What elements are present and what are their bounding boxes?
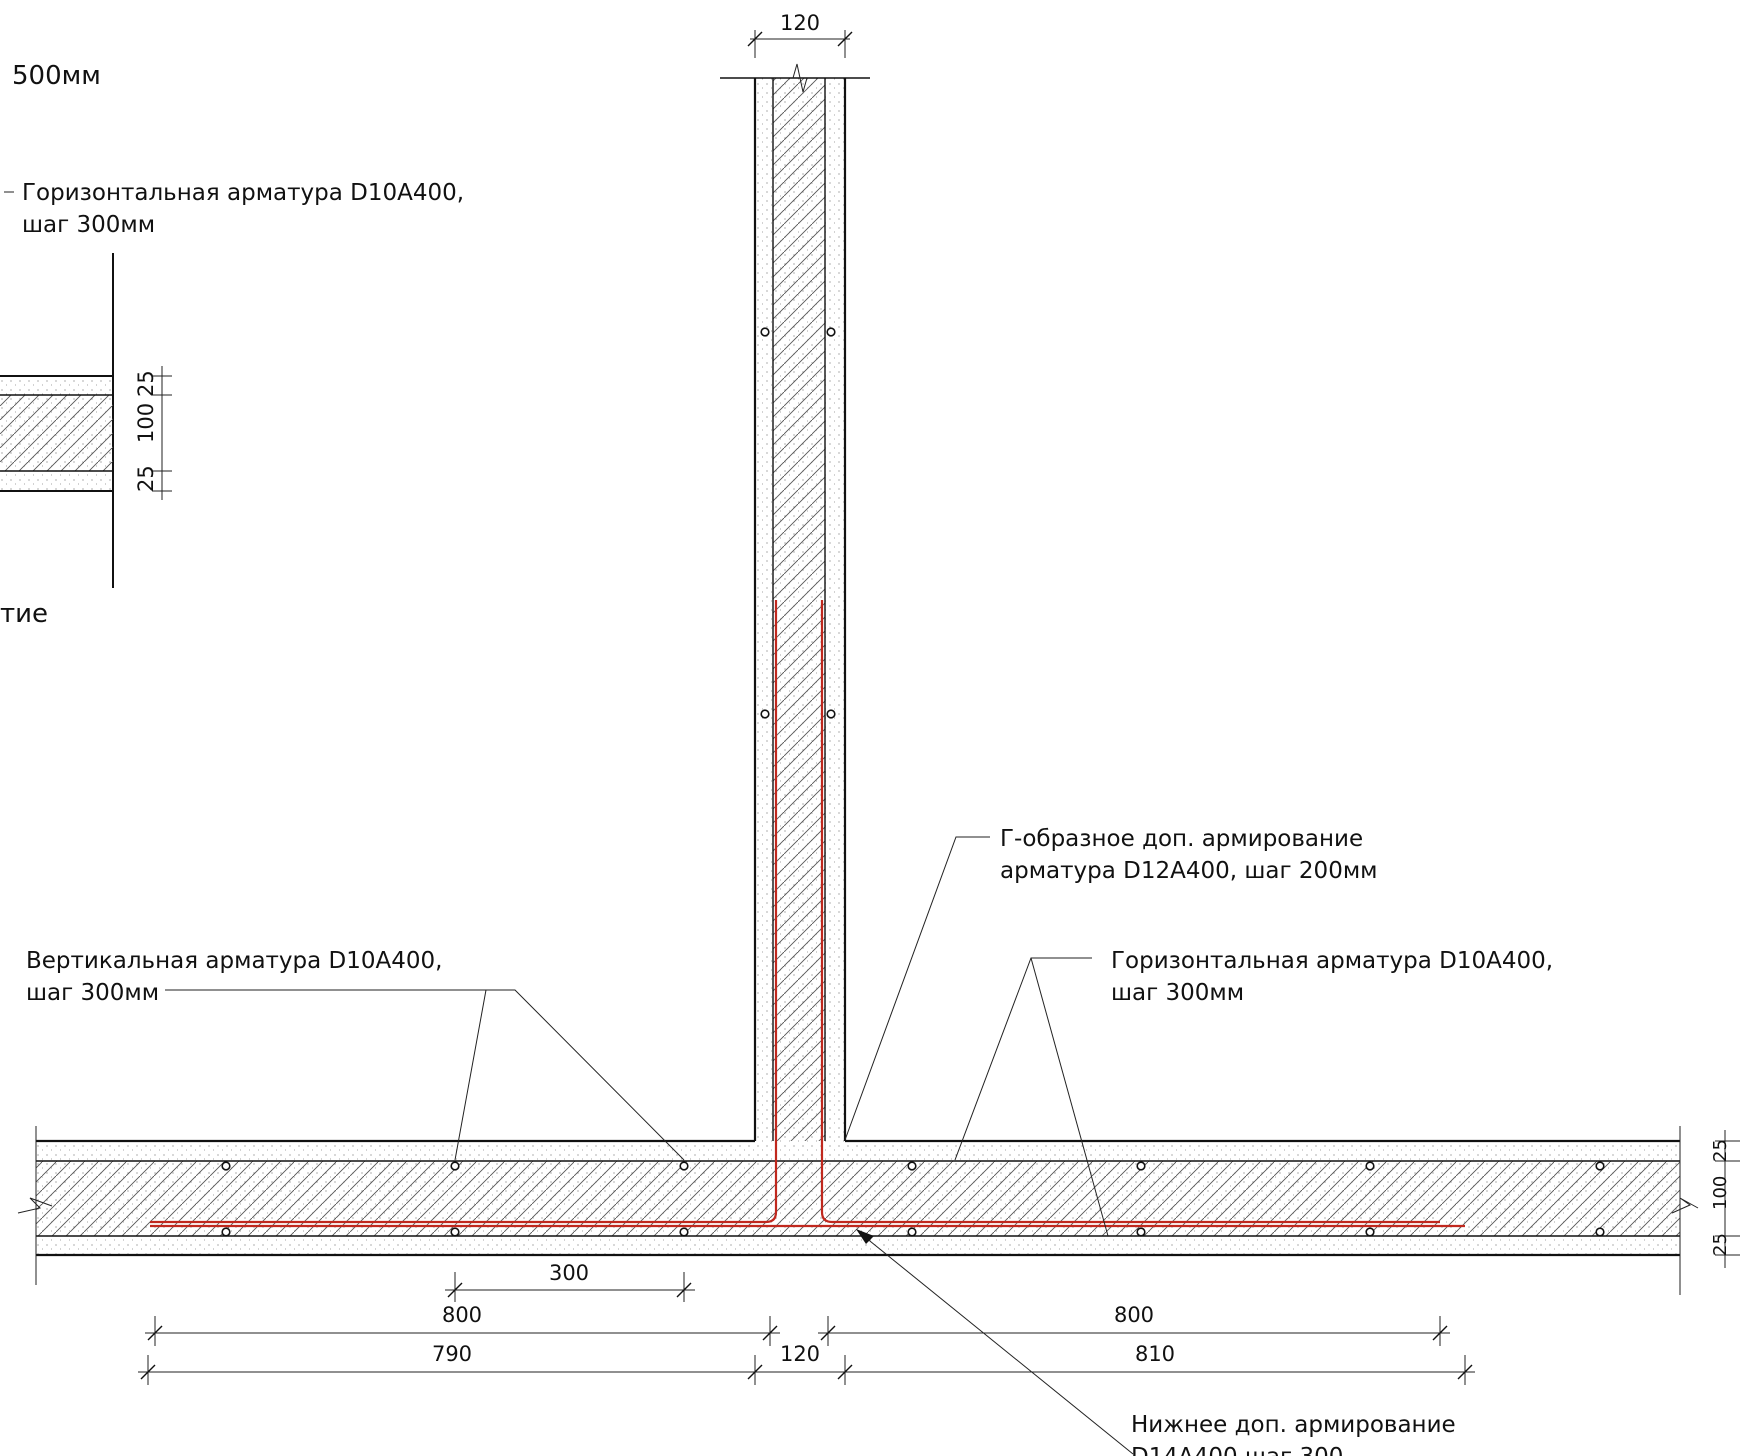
slab-rebar-dot (1136, 1227, 1146, 1237)
slab-rebar-dot (1595, 1227, 1605, 1237)
fragment-dim-core: 100 (134, 403, 158, 443)
slab-rebar-dot (679, 1227, 689, 1237)
slab-dim-bottom-cover: 25 (1710, 1233, 1731, 1256)
wall-rebar-dot (826, 709, 836, 719)
slab-rebar-dot (907, 1161, 917, 1171)
fragment-bottom-text: тие (0, 599, 48, 629)
wall-rebar-dot (760, 709, 770, 719)
additional-reinforcement (150, 600, 1465, 1228)
g-shaped-label-1: Г-образное доп. армирование (1000, 826, 1363, 852)
dim-right-bar-length: 800 (1114, 1303, 1154, 1327)
slab-right-break (1671, 1197, 1699, 1214)
slab-rebar-dot (1595, 1161, 1605, 1171)
fragment-horizontal-label-2: шаг 300мм (22, 212, 155, 238)
wall-hatch (773, 78, 825, 1141)
bottom-extra-arrow (856, 1229, 874, 1244)
fragment-dim-top-cover: 25 (134, 370, 158, 397)
horizontal-label-2: шаг 300мм (1111, 980, 1244, 1006)
slab-hatch (36, 1161, 1680, 1236)
slab-rebar-dot (1365, 1227, 1375, 1237)
dim-right-offset: 810 (1135, 1342, 1175, 1366)
left-fragment: 500мм тие Горизонтальная арматура D10A40… (0, 61, 464, 629)
slab-rebar-dot (221, 1161, 231, 1171)
fragment-slab-hatch (0, 395, 113, 471)
slab-rebar-dot (450, 1161, 460, 1171)
vertical-leader-1 (165, 989, 487, 1161)
bottom-dimensions: 300 800 800 790 120 810 (138, 1261, 1475, 1385)
horizontal-leader-2 (1030, 957, 1109, 1237)
slab-rebar-dot (221, 1227, 231, 1237)
g-shaped-label-2: арматура D12A400, шаг 200мм (1000, 858, 1378, 884)
fragment-title: 500мм (12, 61, 101, 91)
slab-dim-core: 100 (1710, 1176, 1731, 1210)
wall-rebar-dot (826, 327, 836, 337)
vertical-leader-2 (486, 989, 685, 1161)
wall-rebar-dot (760, 327, 770, 337)
l-shaped-bar-left (150, 600, 778, 1224)
fragment-horizontal-label-1: Горизонтальная арматура D10A400, (22, 180, 464, 206)
slab-left-break (17, 1197, 53, 1214)
wall-break-mark (792, 63, 808, 93)
horizontal-leader-1 (954, 957, 1092, 1161)
slab-rebar-dot (907, 1227, 917, 1237)
dim-rebar-step: 300 (549, 1261, 589, 1285)
slab-rebar-dot (450, 1227, 460, 1237)
slab-dim-top-cover: 25 (1710, 1139, 1731, 1162)
dim-left-bar-length: 800 (442, 1303, 482, 1327)
dim-wall-width: 120 (780, 1342, 820, 1366)
wall-top-dim: 120 (780, 11, 820, 35)
l-shaped-bar-right (820, 600, 1440, 1224)
vertical-label-2: шаг 300мм (26, 980, 159, 1006)
dim-left-offset: 790 (432, 1342, 472, 1366)
slab-rebar-dot (1365, 1161, 1375, 1171)
fragment-dim-bottom-cover: 25 (134, 465, 158, 492)
annotations: Г-образное доп. армирование арматура D12… (26, 826, 1553, 1456)
bottom-extra-label-2: D14A400 шаг 300 (1131, 1444, 1343, 1456)
slab-rebar-dot (679, 1161, 689, 1171)
vertical-label-1: Вертикальная арматура D10A400, (26, 948, 442, 974)
slab-rebar-dot (1136, 1161, 1146, 1171)
bottom-extra-label-1: Нижнее доп. армирование (1131, 1412, 1456, 1438)
slab: 25 100 25 (17, 1126, 1740, 1295)
bottom-extra-leader (859, 1232, 1134, 1455)
wall: 120 (720, 11, 870, 1141)
g-shaped-leader (844, 836, 990, 1141)
horizontal-label-1: Горизонтальная арматура D10A400, (1111, 948, 1553, 974)
